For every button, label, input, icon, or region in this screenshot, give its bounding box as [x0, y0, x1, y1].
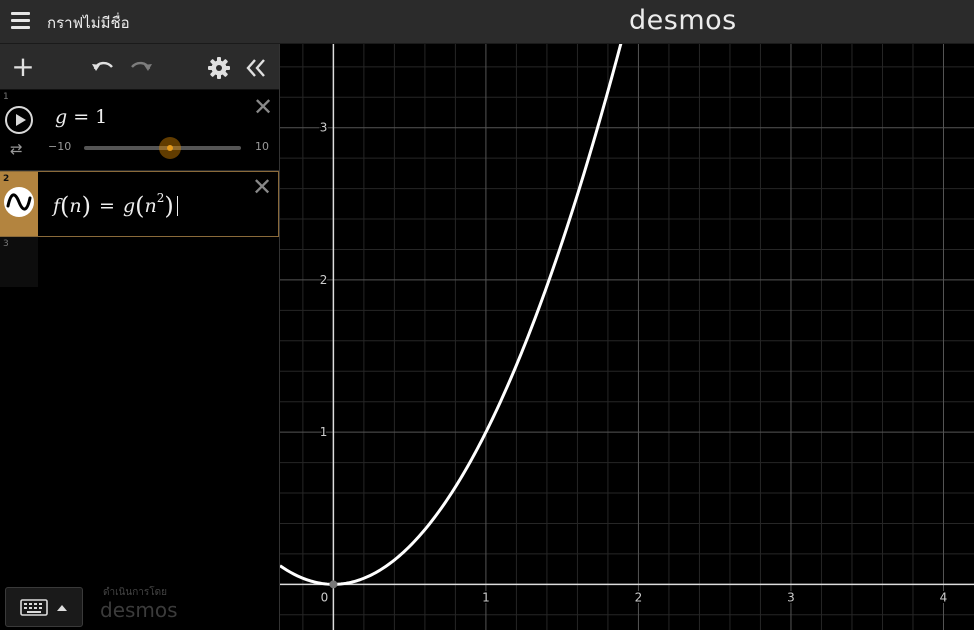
- gear-icon[interactable]: [206, 55, 232, 81]
- open-paren: (: [60, 192, 70, 220]
- close-paren: ): [164, 192, 174, 220]
- function-curve[interactable]: [280, 44, 639, 586]
- y-tick-label: 1: [320, 425, 328, 439]
- function-g: g: [122, 195, 136, 217]
- menu-icon[interactable]: [11, 12, 31, 30]
- undo-icon[interactable]: [88, 56, 118, 78]
- expression-toolbar: +: [0, 44, 279, 90]
- keyboard-icon: [20, 599, 67, 616]
- close-icon[interactable]: ✕: [253, 93, 274, 121]
- exponent: 2: [156, 191, 165, 205]
- expression-gutter: 1 ⇄: [0, 90, 38, 170]
- expression-index: 2: [3, 174, 10, 184]
- text-cursor: [176, 196, 178, 216]
- y-tick-label-halo: 2: [320, 273, 328, 287]
- expression-index: 1: [3, 92, 9, 102]
- close-paren: ): [81, 192, 92, 220]
- x-tick-label: 2: [635, 590, 643, 604]
- y-tick-label: 3: [320, 121, 328, 135]
- slider-expression[interactable]: g = 1: [55, 106, 107, 128]
- graph-style-icon[interactable]: [4, 187, 34, 217]
- loop-icon[interactable]: ⇄: [10, 140, 23, 158]
- powered-by-label: ดำเนินการโดย: [103, 587, 167, 598]
- slider-min-label: −10: [48, 140, 72, 153]
- x-tick-label-halo: 0: [321, 590, 329, 604]
- expression-index: 3: [3, 239, 9, 249]
- x-tick-label-halo: 1: [482, 590, 490, 604]
- expression-panel: +: [0, 44, 280, 630]
- inner-variable: n: [144, 195, 157, 217]
- keyboard-toggle-button[interactable]: [5, 587, 83, 627]
- expression-row-3[interactable]: 3: [0, 237, 279, 287]
- x-tick-label-halo: 4: [940, 590, 948, 604]
- y-tick-label-halo: 1: [320, 425, 328, 439]
- open-paren: (: [135, 192, 145, 220]
- expression-list: 1 ⇄ g = 1 −10 10 ✕ 2: [0, 90, 279, 287]
- vertex-point[interactable]: [329, 580, 338, 589]
- variable-g: g: [55, 106, 68, 128]
- plus-icon[interactable]: +: [11, 50, 35, 83]
- desmos-logo: desmos: [629, 5, 737, 36]
- equals-sign: =: [99, 195, 115, 217]
- equals-sign: =: [67, 106, 96, 128]
- slider-max-label: 10: [255, 140, 269, 153]
- slider-value: 1: [95, 106, 108, 128]
- powered-by-logo: desmos: [100, 598, 178, 622]
- y-tick-label-halo: 3: [320, 121, 328, 135]
- x-tick-label: 4: [940, 590, 948, 604]
- expression-gutter: 2: [0, 172, 38, 236]
- top-header: กราฟไม่มีชื่อ desmos: [0, 0, 974, 44]
- y-tick-label: 2: [320, 273, 328, 287]
- argument: n: [69, 195, 82, 217]
- x-tick-label-halo: 3: [787, 590, 795, 604]
- function-expression[interactable]: f (n) = g (n 2): [53, 191, 178, 220]
- x-tick-label: 0: [321, 590, 329, 604]
- graph-title[interactable]: กราฟไม่มีชื่อ: [47, 14, 130, 32]
- x-tick-label: 3: [787, 590, 795, 604]
- powered-by[interactable]: ดำเนินการโดย desmos: [100, 585, 190, 620]
- function-name: f: [53, 195, 61, 217]
- slider-thumb[interactable]: [159, 137, 182, 159]
- redo-icon[interactable]: [126, 56, 156, 78]
- expression-gutter: 3: [0, 237, 38, 287]
- expression-row-1[interactable]: 1 ⇄ g = 1 −10 10 ✕: [0, 90, 279, 171]
- expression-row-2[interactable]: 2 f (n) = g (n 2) ✕: [0, 171, 279, 237]
- slider-track[interactable]: [84, 146, 241, 150]
- x-tick-label: 1: [482, 590, 490, 604]
- double-chevron-left-icon[interactable]: [242, 55, 270, 81]
- play-icon[interactable]: [5, 106, 33, 134]
- close-icon[interactable]: ✕: [252, 173, 273, 201]
- x-tick-label-halo: 2: [635, 590, 643, 604]
